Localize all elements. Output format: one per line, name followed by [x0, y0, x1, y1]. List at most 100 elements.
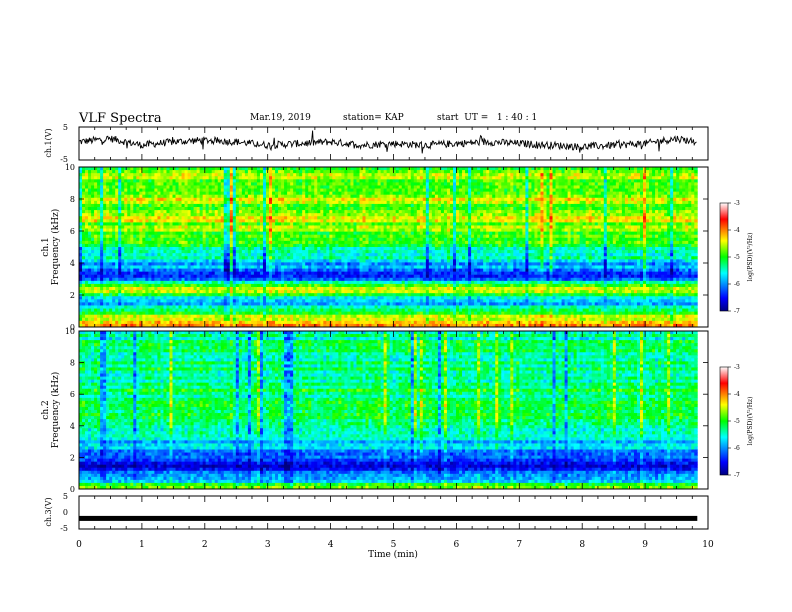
ch1-spectrogram-cell [350, 200, 354, 205]
ch1-spectrogram-cell [136, 314, 140, 319]
ch1-spectrogram-cell [121, 259, 125, 263]
ch1-spectrogram-cell [272, 182, 276, 186]
ch1-spectrogram-cell [196, 216, 201, 220]
ch1-spectrogram-cell [326, 176, 330, 180]
ch1-spectrogram-cell [160, 167, 164, 171]
ch1-spectrogram-cell [275, 293, 279, 297]
ch1-spectrogram-cell [220, 268, 225, 273]
ch1-spectrogram-cell [329, 234, 333, 239]
ch1-spectrogram-cell [217, 197, 222, 202]
ch1-spectrogram-cell [284, 237, 288, 242]
ch1-spectrogram-cell [335, 200, 339, 205]
ch1-spectrogram-cell [266, 280, 270, 285]
ch1-spectrogram-cell [214, 293, 219, 297]
ch1-spectrogram-cell [311, 311, 315, 316]
ch1-spectrogram-cell [193, 167, 198, 171]
ch1-spectrogram-cell [262, 320, 267, 325]
ch1-spectrogram-cell [127, 250, 131, 254]
ch1-spectrogram-cell [281, 216, 285, 220]
ch1-spectrogram-cell [217, 287, 222, 291]
ch1-spectrogram-cell [302, 293, 306, 297]
ch1-spectrogram-cell [326, 256, 330, 260]
ch1-spectrogram-cell [284, 167, 288, 171]
ch1-spectrogram-cell [241, 283, 246, 288]
ch1-spectrogram-cell [103, 293, 107, 297]
ch1-spectrogram-cell [169, 274, 173, 279]
ch1-spectrogram-cell [121, 188, 125, 193]
ch1-spectrogram-cell [160, 277, 164, 282]
ch1-spectrogram-cell [154, 259, 158, 263]
ch1-spectrogram-cell [193, 256, 198, 260]
ch1-spectrogram-cell [148, 179, 152, 183]
ch1-spectrogram-cell [223, 179, 228, 183]
ch1-spectrogram-cell [314, 176, 318, 180]
ch1-spectrogram-cell [311, 240, 315, 245]
ch1-spectrogram-cell [266, 262, 270, 266]
ch1-spectrogram-cell [205, 293, 210, 297]
ch1-spectrogram-cell [272, 216, 276, 220]
ch1-spectrogram-cell [244, 210, 249, 214]
ch1-spectrogram-cell [232, 219, 237, 223]
ch1-spectrogram-cell [88, 259, 92, 263]
ch1-spectrogram-cell [341, 185, 345, 189]
ch1-spectrogram-cell [314, 222, 318, 226]
ch1-spectrogram-cell [172, 265, 176, 269]
ch1-spectrogram-cell [163, 176, 167, 180]
ch1-spectrogram-cell [94, 176, 98, 180]
ch1-spectrogram-cell [157, 173, 161, 177]
ch1-spectrogram-cell [296, 243, 300, 248]
ch1-spectrogram-cell [238, 311, 243, 316]
ch1-spectrogram-cell [253, 203, 258, 208]
ch1-spectrogram-cell [281, 250, 285, 254]
ch1-spectrogram-cell [223, 314, 228, 319]
ch1-spectrogram-cell [214, 299, 219, 303]
ch1-spectrogram-cell [118, 179, 122, 183]
ch1-spectrogram-cell [250, 173, 255, 177]
ch1-spectrogram-cell [275, 237, 279, 242]
ch1-spectrogram-cell [284, 283, 288, 288]
ch1-spectrogram-cell [350, 167, 354, 171]
ch1-spectrogram-cell [241, 234, 246, 239]
ch1-spectrogram-cell [247, 167, 252, 171]
ch1-spectrogram-cell [253, 287, 258, 291]
ch1-spectrogram-cell [178, 256, 182, 260]
ch1-spectrogram-cell [329, 314, 333, 319]
ch1-spectrogram-cell [229, 188, 234, 193]
ch1-spectrogram-cell [220, 320, 225, 325]
ch1-spectrogram-cell [220, 167, 225, 171]
ch1-spectrogram-cell [172, 203, 176, 208]
ch1-spectrogram-cell [148, 219, 152, 223]
ch1-spectrogram-cell [175, 176, 179, 180]
ch1-spectrogram-cell [247, 271, 252, 276]
ch1-spectrogram-cell [193, 271, 198, 276]
ch1-spectrogram-cell [175, 302, 179, 306]
ch1-spectrogram-cell [247, 293, 252, 297]
ch1-spectrogram-cell [247, 228, 252, 233]
ch1-spectrogram-cell [275, 225, 279, 229]
ch1-spectrogram-cell [142, 243, 146, 248]
ch1-spectrogram-cell [199, 247, 204, 251]
ch1-spectrogram-cell [244, 299, 249, 303]
ch1-spectrogram-cell [332, 222, 336, 226]
ch1-spectrogram-cell [184, 222, 188, 226]
ch1-spectrogram-cell [314, 256, 318, 260]
ch1-spectrogram-cell [103, 170, 107, 174]
ch1-spectrogram-cell [290, 271, 294, 276]
ch1-spectrogram-cell [193, 247, 198, 251]
ch1-spectrogram-cell [79, 314, 83, 319]
ch1-spectrogram-cell [287, 231, 291, 236]
ch1-spectrogram-cell [211, 287, 216, 291]
ch1-spectrogram-cell [226, 323, 231, 328]
ch1-spectrogram-cell [278, 219, 282, 223]
ch1-spectrogram-cell [256, 182, 261, 186]
ch1-spectrogram-cell [172, 259, 176, 263]
ch1-spectrogram-cell [91, 234, 95, 239]
ch1-spectrogram-cell [247, 308, 252, 313]
ch1-spectrogram-cell [332, 314, 336, 319]
ch1-spectrogram-cell [160, 320, 164, 325]
ch1-spectrogram-cell [196, 182, 201, 186]
ch1-spectrogram-cell [145, 271, 149, 276]
ch1-spectrogram-cell [353, 308, 357, 313]
ch1-spectrogram-cell [223, 197, 228, 202]
